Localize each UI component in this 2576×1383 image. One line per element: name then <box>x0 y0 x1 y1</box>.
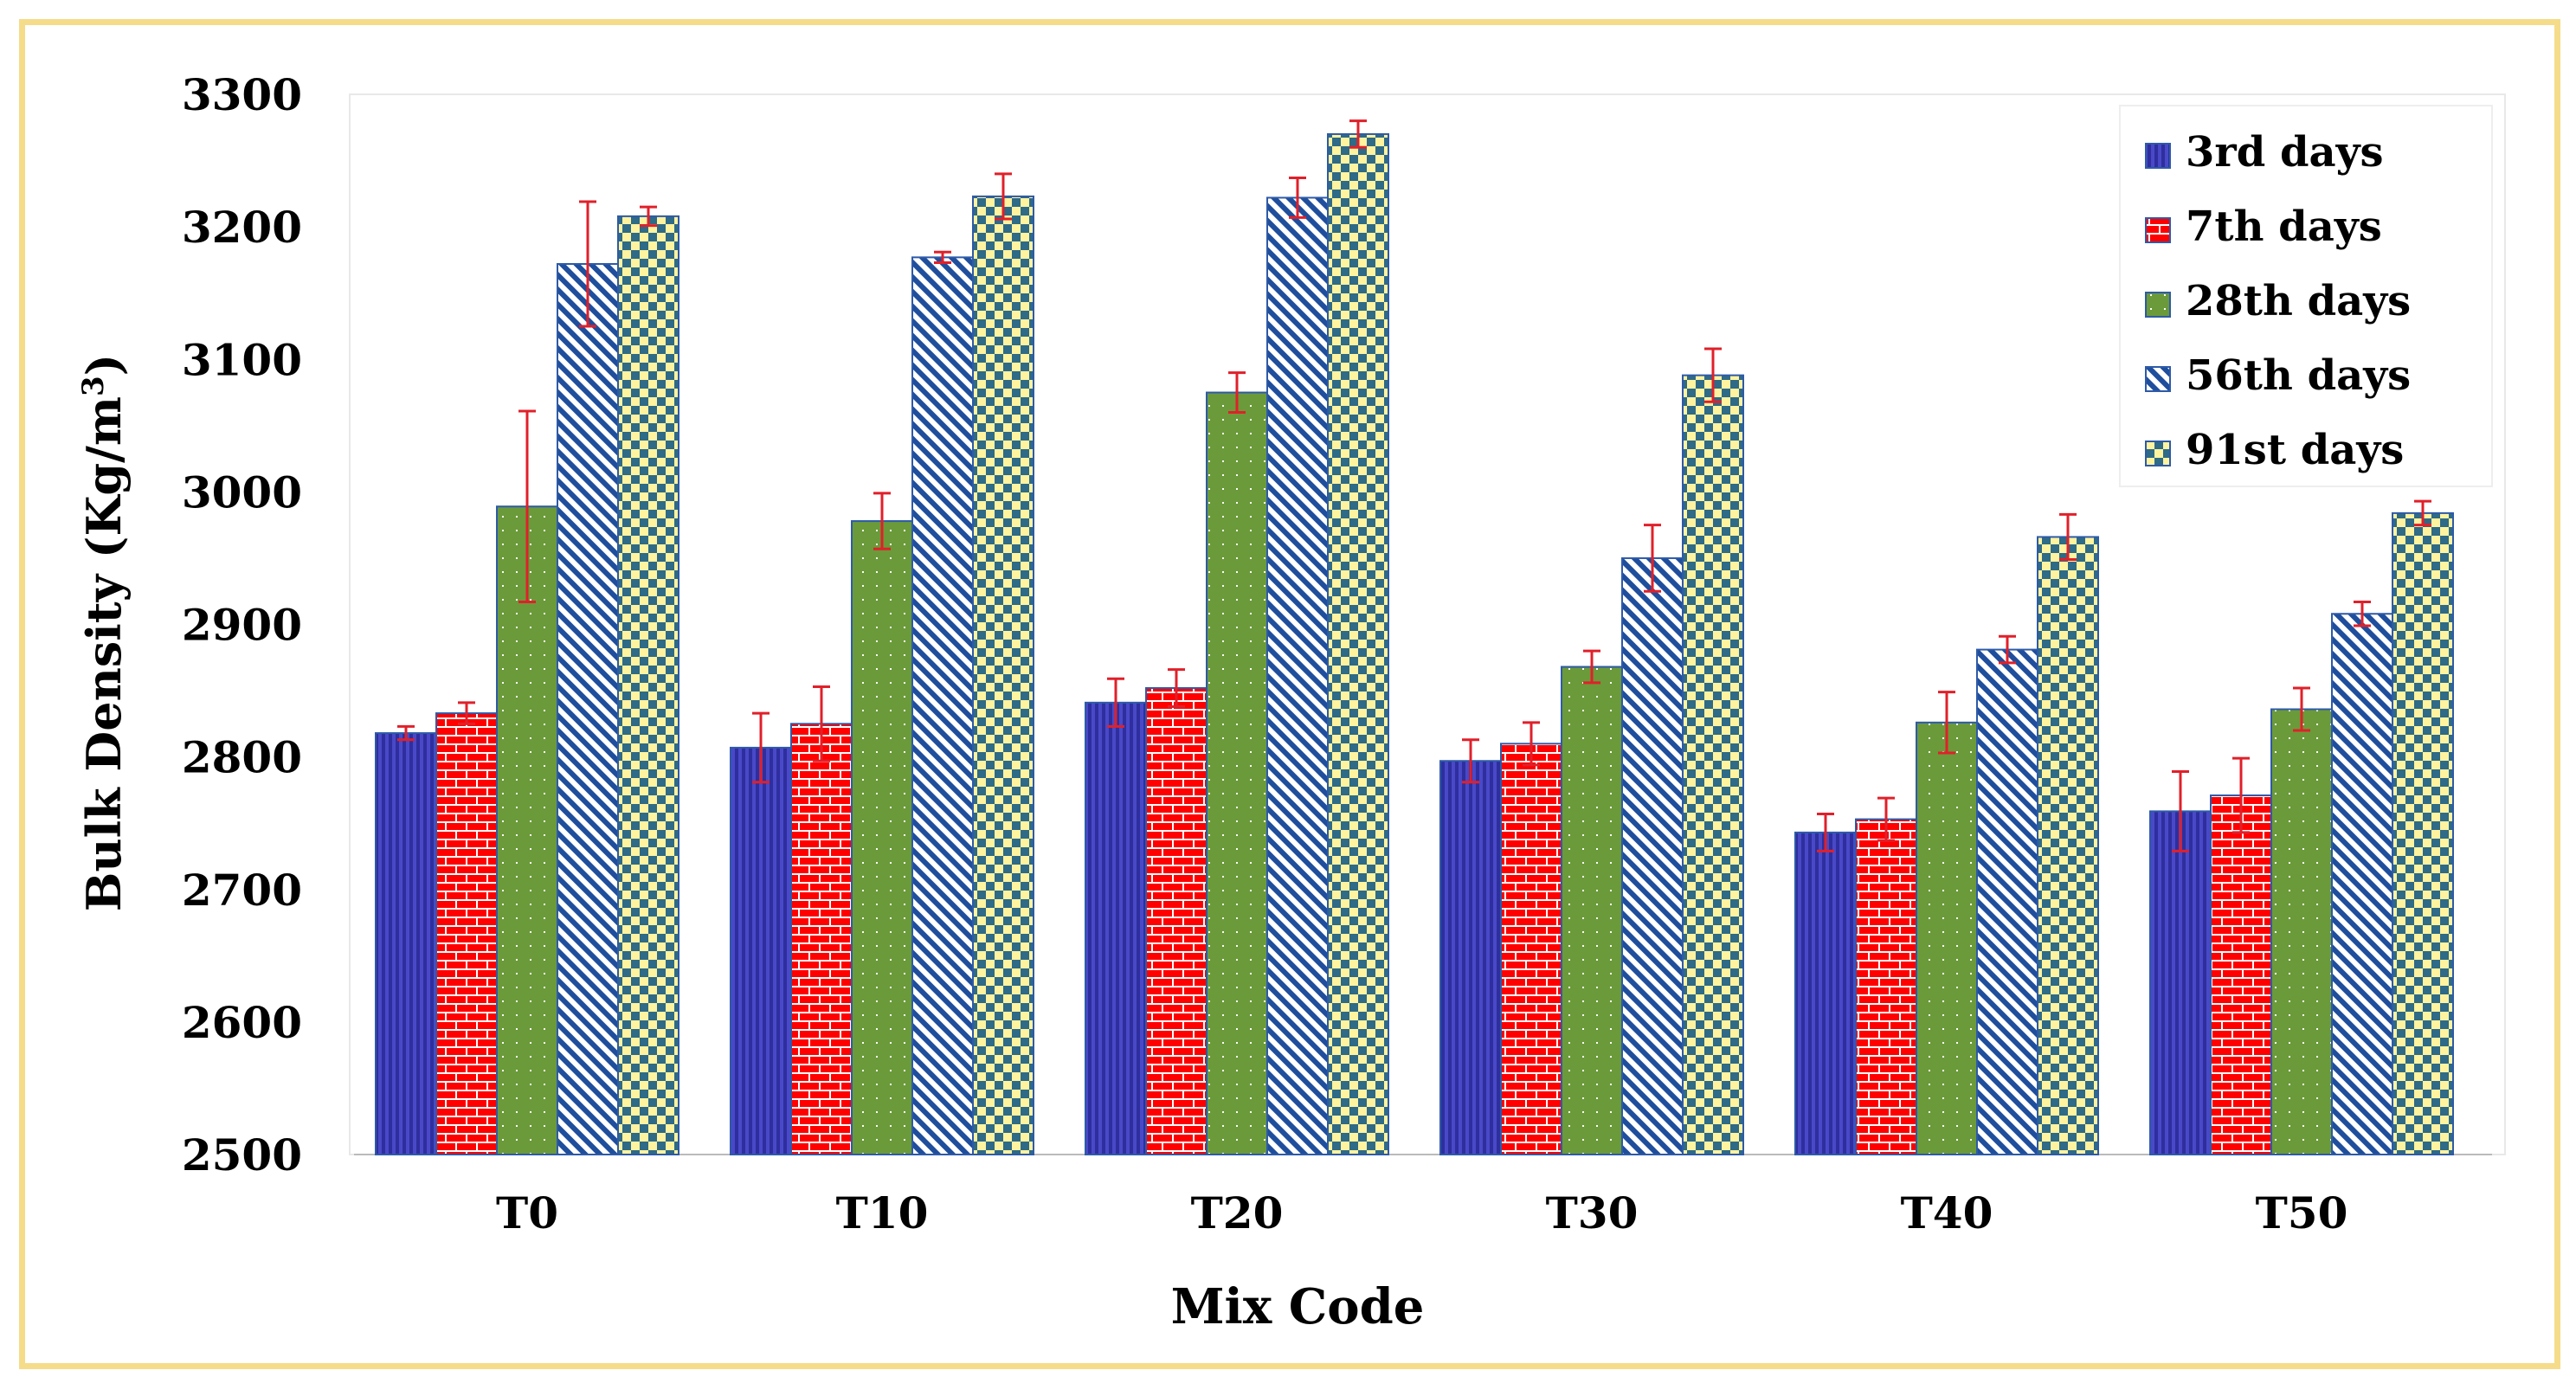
legend-swatch <box>2145 441 2171 466</box>
bar <box>972 195 1034 1155</box>
error-bar <box>458 701 475 725</box>
error-bar <box>995 172 1012 221</box>
error-bar <box>1168 668 1185 708</box>
legend-box <box>2119 105 2493 487</box>
bar-series <box>375 132 2454 1155</box>
error-bar <box>813 685 830 762</box>
bar <box>1439 760 1502 1155</box>
y-tick-label: 2800 <box>182 732 302 783</box>
bar <box>851 520 913 1155</box>
error-bar <box>1462 738 1479 784</box>
error-bar <box>1583 649 1600 685</box>
error-bar <box>2293 686 2310 732</box>
bar <box>2210 794 2272 1155</box>
error-bar <box>518 409 536 603</box>
legend-label: 3rd days <box>2186 128 2384 177</box>
bar <box>1266 196 1329 1155</box>
bar <box>1561 666 1623 1155</box>
x-tick-label: T30 <box>1546 1187 1639 1238</box>
y-tick-label: 2500 <box>182 1129 302 1180</box>
y-tick-label: 3000 <box>182 466 302 518</box>
y-axis-ticks: 2500 2600 2700 2800 2900 3000 3100 3200 3300 <box>182 69 302 1180</box>
x-tick-label: T20 <box>1191 1187 1284 1238</box>
y-tick-label: 3100 <box>182 334 302 385</box>
y-tick-label: 2700 <box>182 865 302 916</box>
legend-label: 91st days <box>2186 426 2404 474</box>
legend-swatch <box>2145 366 2171 392</box>
x-tick-label: T10 <box>836 1187 929 1238</box>
bar <box>911 256 974 1155</box>
bar <box>790 723 853 1155</box>
bar <box>730 746 792 1155</box>
bar <box>375 732 437 1155</box>
error-bar <box>752 711 770 784</box>
error-bar <box>934 250 951 264</box>
legend-swatch <box>2145 143 2171 169</box>
y-axis-title: Bulk Density (Kg/m3) <box>76 354 132 911</box>
error-bars <box>397 119 2431 852</box>
bar <box>2149 810 2212 1155</box>
error-bar <box>2414 499 2431 527</box>
bar <box>1621 556 1684 1155</box>
error-bar <box>2232 756 2250 834</box>
bar <box>1206 391 1268 1155</box>
x-tick-label: T40 <box>1901 1187 1993 1238</box>
error-bar <box>640 205 657 228</box>
error-bar <box>2354 600 2371 627</box>
bar <box>1855 818 1917 1155</box>
legend-label: 28th days <box>2186 277 2411 325</box>
error-bar <box>579 200 596 328</box>
y-tick-label: 2600 <box>182 997 302 1048</box>
bar <box>2270 708 2333 1155</box>
legend: 3rd days 7th days 28th days 56th days 91st d… <box>2119 105 2493 487</box>
legend-label: 56th days <box>2186 351 2411 400</box>
error-bar <box>1704 347 1722 403</box>
x-tick-label: T50 <box>2256 1187 2348 1238</box>
bar <box>1794 831 1857 1155</box>
y-axis-title-sup: 3 <box>76 376 111 396</box>
error-bar <box>1938 691 1955 755</box>
bar <box>1682 374 1744 1155</box>
error-bar <box>2059 512 2077 561</box>
y-tick-label: 3300 <box>182 69 302 120</box>
bar <box>2331 613 2393 1155</box>
error-bar <box>397 724 415 742</box>
error-bar <box>873 492 891 550</box>
error-bar <box>1999 634 2016 665</box>
legend-label: 7th days <box>2186 203 2382 251</box>
error-bar <box>1228 371 1246 414</box>
error-bar <box>1523 721 1540 767</box>
legend-swatch <box>2145 217 2171 243</box>
error-bar <box>1644 524 1661 593</box>
error-bar <box>1289 176 1306 219</box>
bar <box>2392 511 2454 1155</box>
y-axis-title-text: Bulk Density (Kg/m <box>76 396 132 911</box>
bar <box>1145 687 1208 1155</box>
bar <box>435 712 498 1155</box>
x-tick-label: T0 <box>496 1187 558 1238</box>
chart-frame: 2500 2600 2700 2800 2900 3000 3100 3200 3300 T0 T… <box>19 19 2560 1369</box>
y-tick-label: 2900 <box>182 600 302 651</box>
error-bar <box>1817 812 1834 852</box>
bar <box>1085 701 1147 1155</box>
bar <box>1916 721 1978 1155</box>
bar <box>1976 648 2038 1155</box>
bar <box>496 505 558 1155</box>
x-axis-ticks: T0 T10 T20 T30 T40 T50 <box>496 1187 2347 1238</box>
bar <box>557 263 619 1155</box>
x-axis-title: Mix Code <box>1171 1278 1425 1335</box>
error-bar <box>1877 796 1895 842</box>
bar <box>617 215 679 1155</box>
bar <box>1327 132 1389 1155</box>
error-bar <box>1107 677 1124 728</box>
bar <box>1500 743 1562 1155</box>
bar <box>2037 536 2099 1155</box>
legend-swatch <box>2145 292 2171 318</box>
y-tick-label: 3200 <box>182 202 302 253</box>
error-bar <box>1349 119 1367 149</box>
error-bar <box>2172 769 2189 852</box>
y-axis-title-close: ) <box>76 354 132 376</box>
